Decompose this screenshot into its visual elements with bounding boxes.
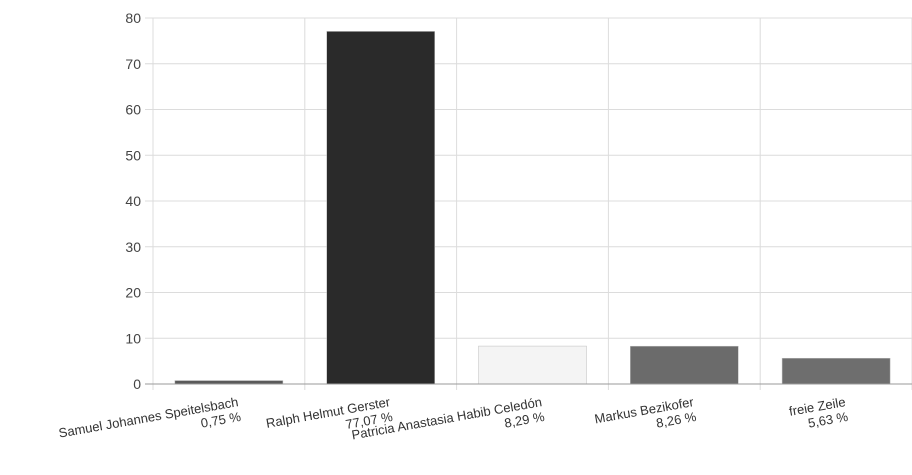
bars	[174, 31, 891, 385]
y-tick-label: 80	[125, 10, 141, 26]
axes: 0 10 20 30 40 50 60 70 80	[125, 10, 912, 392]
category-percent-label: 8,29 %	[503, 409, 546, 431]
grid	[145, 17, 912, 390]
category-percent-label: 8,26 %	[655, 409, 698, 431]
bar	[174, 380, 284, 385]
y-tick-label: 40	[125, 193, 141, 209]
bar	[630, 345, 739, 385]
y-tick-label: 30	[125, 239, 141, 255]
category-percent-label: 5,63 %	[807, 409, 850, 431]
category-percent-label: 0,75 %	[200, 409, 243, 431]
bar	[781, 357, 891, 385]
y-tick-label: 0	[133, 376, 141, 392]
bar	[478, 345, 587, 385]
y-tick-label: 60	[125, 102, 141, 118]
y-tick-label: 70	[125, 56, 141, 72]
y-tick-label: 10	[125, 330, 141, 346]
y-tick-label: 20	[125, 285, 141, 301]
bar	[326, 31, 435, 385]
y-tick-label: 50	[125, 147, 141, 163]
